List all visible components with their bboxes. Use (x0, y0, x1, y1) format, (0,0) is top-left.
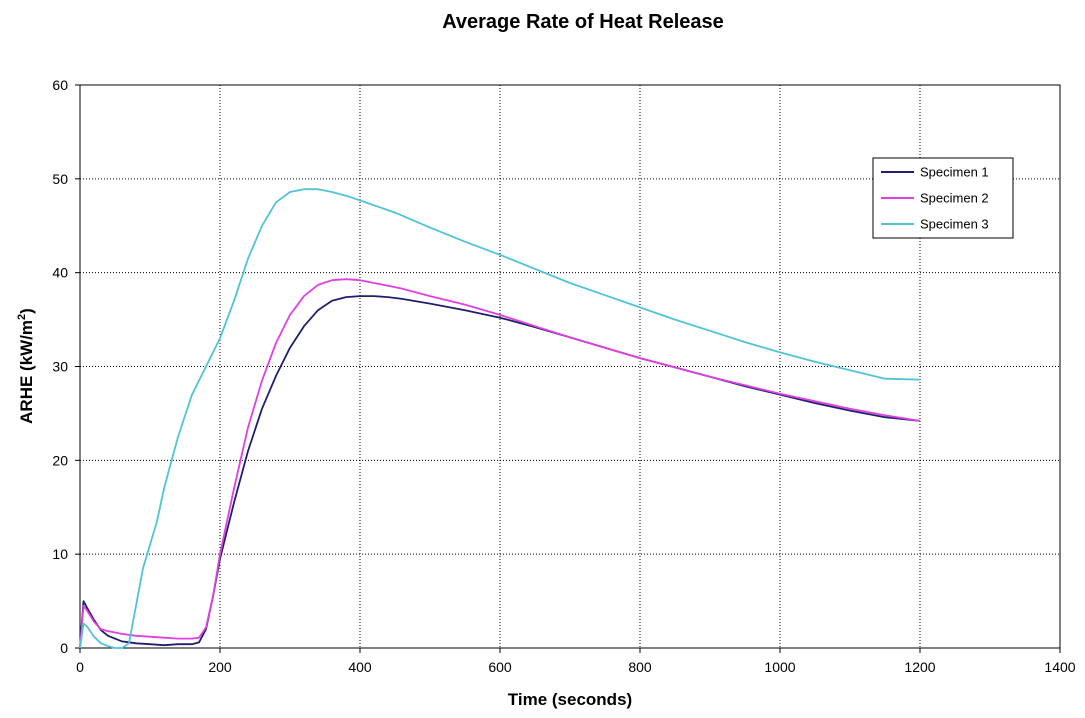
x-tick-label: 1400 (1044, 659, 1075, 675)
legend-label-specimen-3: Specimen 3 (920, 217, 989, 232)
y-axis-ticks: 0 10 20 30 40 50 60 (52, 77, 80, 656)
y-tick-label: 0 (60, 640, 68, 656)
chart-title: Average Rate of Heat Release (442, 11, 724, 33)
y-tick-label: 20 (52, 452, 68, 468)
x-tick-label: 200 (208, 659, 232, 675)
x-tick-label: 600 (488, 659, 512, 675)
y-tick-label: 10 (52, 546, 68, 562)
x-axis-ticks: 0 200 400 600 800 1000 1200 1400 (76, 648, 1076, 675)
legend-label-specimen-1: Specimen 1 (920, 165, 989, 180)
series-lines (79, 188, 921, 649)
y-tick-label: 60 (52, 77, 68, 93)
series-line-specimen-2 (79, 278, 921, 649)
y-axis-label-sup: 2 (16, 314, 28, 320)
y-tick-label: 40 (52, 265, 68, 281)
legend: Specimen 1 Specimen 2 Specimen 3 (872, 157, 1014, 239)
y-tick-label: 50 (52, 171, 68, 187)
x-tick-label: 800 (628, 659, 652, 675)
x-tick-label: 1200 (904, 659, 935, 675)
y-axis-label-main: ARHE (kW/m (17, 320, 36, 424)
x-tick-label: 1000 (764, 659, 795, 675)
y-axis-label: ARHE (kW/m2) (16, 308, 36, 424)
y-tick-label: 30 (52, 359, 68, 375)
series-line-specimen-3 (79, 188, 921, 649)
x-axis-label: Time (seconds) (508, 690, 632, 709)
legend-label-specimen-2: Specimen 2 (920, 191, 989, 206)
y-axis-label-close: ) (17, 308, 36, 314)
x-tick-label: 0 (76, 659, 84, 675)
x-tick-label: 400 (348, 659, 372, 675)
